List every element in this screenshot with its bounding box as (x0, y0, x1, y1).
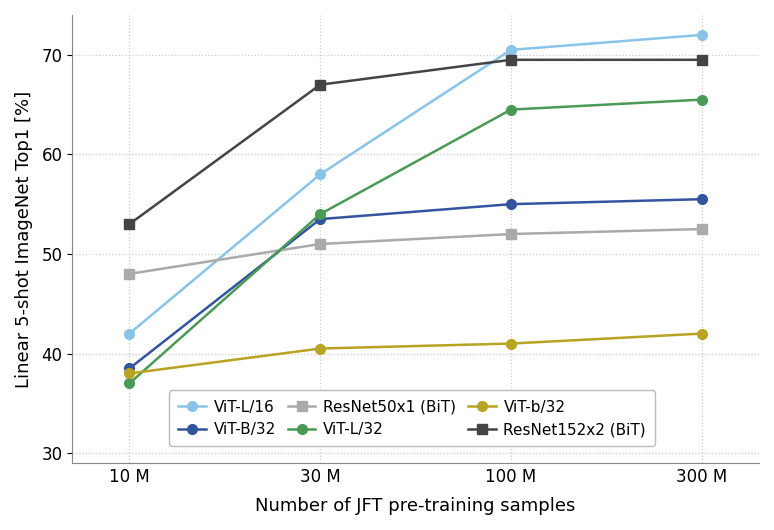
ViT-L/32 (506, 107, 515, 113)
ViT-B/32 (506, 201, 515, 207)
X-axis label: Number of JFT pre-training samples: Number of JFT pre-training samples (255, 497, 576, 515)
ViT-b/32 (697, 330, 707, 337)
ViT-B/32 (697, 196, 707, 202)
ResNet152x2 (BiT) (316, 82, 325, 88)
Line: ViT-B/32: ViT-B/32 (125, 195, 707, 373)
Y-axis label: Linear 5-shot ImageNet Top1 [%]: Linear 5-shot ImageNet Top1 [%] (15, 91, 33, 387)
Line: ViT-L/16: ViT-L/16 (125, 30, 707, 339)
ViT-b/32 (125, 370, 134, 377)
ResNet152x2 (BiT) (506, 57, 515, 63)
Line: ResNet50x1 (BiT): ResNet50x1 (BiT) (125, 224, 707, 279)
ResNet152x2 (BiT) (125, 221, 134, 227)
ResNet50x1 (BiT) (125, 271, 134, 277)
ViT-B/32 (125, 365, 134, 372)
ViT-B/32 (316, 216, 325, 222)
ViT-L/32 (697, 96, 707, 103)
ViT-L/32 (316, 211, 325, 217)
ViT-L/16 (125, 330, 134, 337)
Line: ViT-b/32: ViT-b/32 (125, 329, 707, 378)
ResNet50x1 (BiT) (316, 241, 325, 247)
ResNet50x1 (BiT) (506, 231, 515, 237)
ViT-b/32 (506, 340, 515, 347)
ViT-L/16 (506, 47, 515, 53)
Line: ResNet152x2 (BiT): ResNet152x2 (BiT) (125, 55, 707, 229)
ResNet152x2 (BiT) (697, 57, 707, 63)
ResNet50x1 (BiT) (697, 226, 707, 232)
Legend: ViT-L/16, ViT-B/32, ResNet50x1 (BiT), ViT-L/32, ViT-b/32, ResNet152x2 (BiT): ViT-L/16, ViT-B/32, ResNet50x1 (BiT), Vi… (169, 391, 655, 446)
Line: ViT-L/32: ViT-L/32 (125, 95, 707, 388)
ViT-L/32 (125, 380, 134, 386)
ViT-L/16 (697, 32, 707, 38)
ViT-b/32 (316, 346, 325, 352)
ViT-L/16 (316, 171, 325, 178)
